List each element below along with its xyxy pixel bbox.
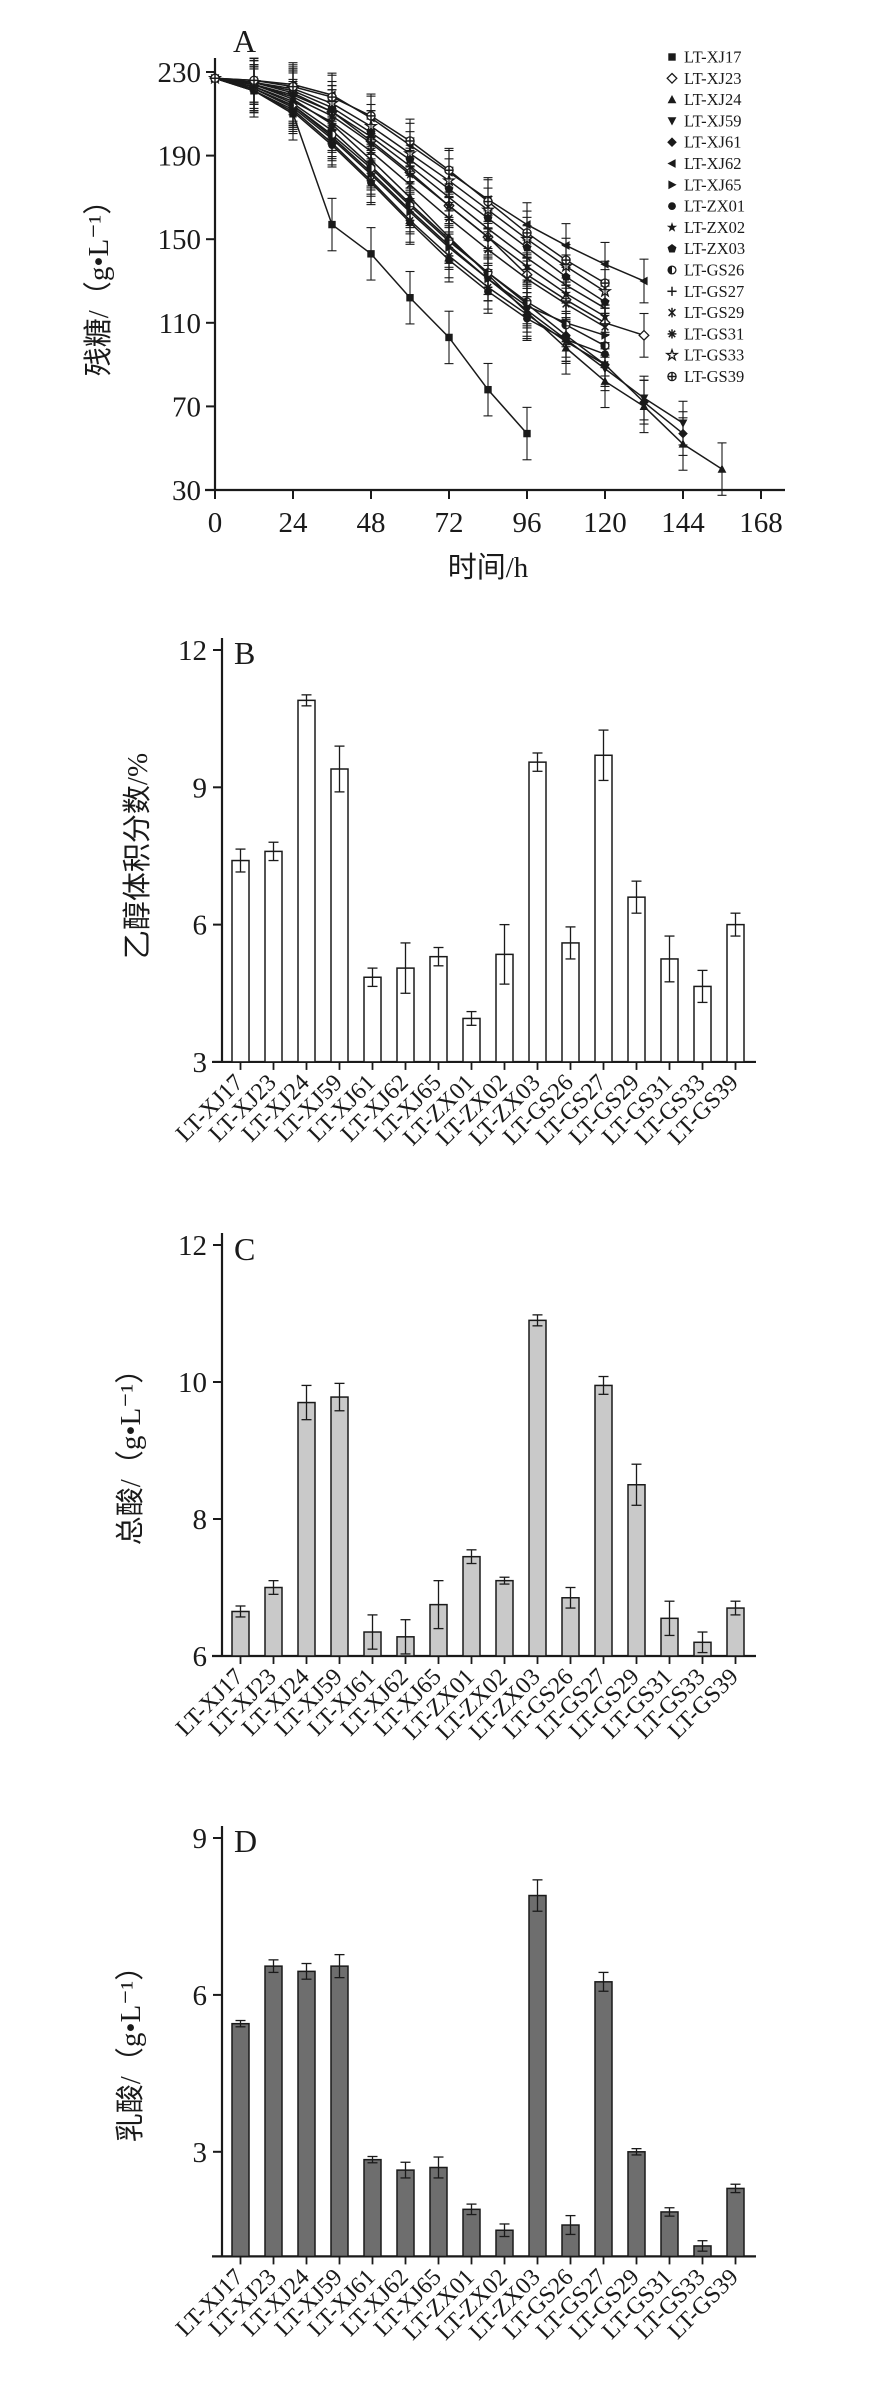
panel-D-y-title: 乳酸/（g•L⁻¹） bbox=[114, 1952, 147, 2142]
legend-item-LT-ZX01: LT-ZX01 bbox=[668, 197, 745, 216]
legend-label: LT-XJ62 bbox=[684, 154, 741, 173]
panel-C-y-title: 总酸/（g•L⁻¹） bbox=[114, 1355, 147, 1545]
legend-item-LT-GS26: LT-GS26 bbox=[667, 261, 744, 280]
panel-C-axes: 12 10 8 6 bbox=[178, 1230, 756, 1673]
legend-label: LT-ZX01 bbox=[684, 197, 745, 216]
panel-A-ytick: 110 bbox=[159, 308, 201, 340]
panel-D-bar-LT-GS39: LT-GS39 bbox=[663, 2183, 745, 2345]
panel-B-ytick: 9 bbox=[193, 772, 208, 804]
legend-item-LT-GS33: LT-GS33 bbox=[664, 346, 744, 365]
legend-label: LT-ZX03 bbox=[684, 239, 745, 258]
panel-B-label: B bbox=[234, 635, 255, 671]
legend-label: LT-GS26 bbox=[684, 261, 744, 280]
panel-A-xtick: 120 bbox=[583, 507, 627, 539]
series-LT-XJ23 bbox=[209, 60, 650, 358]
legend-label: LT-GS39 bbox=[684, 367, 744, 386]
panel-C-label: C bbox=[234, 1231, 255, 1267]
panel-A-ytick: 70 bbox=[172, 391, 201, 423]
panel-C-ytick: 8 bbox=[193, 1504, 208, 1536]
legend-item-LT-ZX03: LT-ZX03 bbox=[667, 239, 745, 258]
panel-A-y-title: 残糖/（g•L⁻¹） bbox=[82, 186, 115, 376]
panel-B-ytick: 6 bbox=[193, 910, 208, 942]
panel-B: 12963B乙醇体积分数/%LT-XJ17LT-XJ23LT-XJ24LT-XJ… bbox=[121, 635, 756, 1151]
panel-D: 963D乳酸/（g•L⁻¹）LT-XJ17LT-XJ23LT-XJ24LT-XJ… bbox=[114, 1823, 756, 2346]
panel-A-xtick: 48 bbox=[357, 507, 386, 539]
panel-A-xtick: 168 bbox=[739, 507, 783, 539]
legend-item-LT-XJ61: LT-XJ61 bbox=[667, 133, 741, 152]
legend-item-LT-ZX02: LT-ZX02 bbox=[666, 218, 745, 237]
legend-label: LT-XJ61 bbox=[684, 133, 741, 152]
panel-C-ytick: 6 bbox=[193, 1641, 208, 1673]
panel-D-ytick: 6 bbox=[193, 1980, 208, 2012]
legend-item-LT-GS29: LT-GS29 bbox=[668, 303, 744, 322]
legend-item-LT-XJ23: LT-XJ23 bbox=[666, 69, 741, 88]
legend-label: LT-XJ59 bbox=[684, 111, 741, 130]
panel-C: 121086C总酸/（g•L⁻¹）LT-XJ17LT-XJ23LT-XJ24LT… bbox=[114, 1230, 756, 1745]
legend-label: LT-XJ65 bbox=[684, 175, 741, 194]
legend-item-LT-GS31: LT-GS31 bbox=[667, 324, 744, 343]
legend-label: LT-GS27 bbox=[684, 282, 744, 301]
panel-C-ytick: 12 bbox=[178, 1230, 207, 1262]
series-LT-XJ24 bbox=[210, 57, 727, 496]
legend-item-LT-XJ65: LT-XJ65 bbox=[668, 175, 741, 194]
legend-item-LT-GS39: LT-GS39 bbox=[667, 367, 744, 386]
panel-D-label: D bbox=[234, 1823, 257, 1859]
series-LT-GS39 bbox=[210, 57, 610, 306]
panel-A-x-title: 时间/h bbox=[448, 551, 529, 584]
panel-C-ytick: 10 bbox=[178, 1367, 207, 1399]
panel-D-ytick: 9 bbox=[193, 1823, 208, 1855]
legend-label: LT-GS29 bbox=[684, 303, 744, 322]
legend-label: LT-ZX02 bbox=[684, 218, 745, 237]
panel-A-legend: LT-XJ17 LT-XJ23 LT-XJ24 LT-XJ59 LT-XJ61 LT-XJ… bbox=[664, 48, 745, 386]
legend-label: LT-GS33 bbox=[684, 346, 744, 365]
legend-label: LT-XJ23 bbox=[684, 69, 741, 88]
legend-item-LT-XJ24: LT-XJ24 bbox=[667, 90, 741, 109]
panel-A-xtick: 0 bbox=[208, 507, 223, 539]
panel-A-xtick: 144 bbox=[661, 507, 705, 539]
panel-A-label: A bbox=[233, 23, 256, 59]
panel-A-ytick: 150 bbox=[158, 224, 202, 256]
series-LT-GS31 bbox=[210, 68, 610, 387]
panel-A-xtick: 24 bbox=[279, 507, 309, 539]
panel-A-axes: 230 190 150 110 70 300 24 48 72 96 120 144 168 bbox=[158, 57, 785, 539]
legend-label: LT-XJ24 bbox=[684, 90, 741, 109]
legend-label: LT-GS31 bbox=[684, 324, 744, 343]
panel-B-y-title: 乙醇体积分数/% bbox=[121, 753, 154, 959]
panel-D-ytick: 3 bbox=[193, 2137, 208, 2169]
panel-A-xtick: 96 bbox=[513, 507, 542, 539]
panel-A-ytick: 190 bbox=[158, 141, 202, 173]
legend-label: LT-XJ17 bbox=[684, 48, 741, 67]
panel-A-xtick: 72 bbox=[435, 507, 464, 539]
panel-A-ytick: 30 bbox=[172, 475, 201, 507]
legend-item-LT-XJ17: LT-XJ17 bbox=[668, 48, 741, 67]
panel-B-ytick: 12 bbox=[178, 635, 207, 667]
panel-A-ytick: 230 bbox=[158, 57, 202, 89]
legend-item-LT-XJ59: LT-XJ59 bbox=[667, 111, 741, 130]
legend-item-LT-GS27: LT-GS27 bbox=[667, 282, 744, 301]
legend-item-LT-XJ62: LT-XJ62 bbox=[667, 154, 741, 173]
panel-B-ytick: 3 bbox=[193, 1047, 208, 1079]
panel-A: 230 190 150 110 70 300 24 48 72 96 120 144 168 A 残糖/（g… bbox=[82, 23, 785, 584]
